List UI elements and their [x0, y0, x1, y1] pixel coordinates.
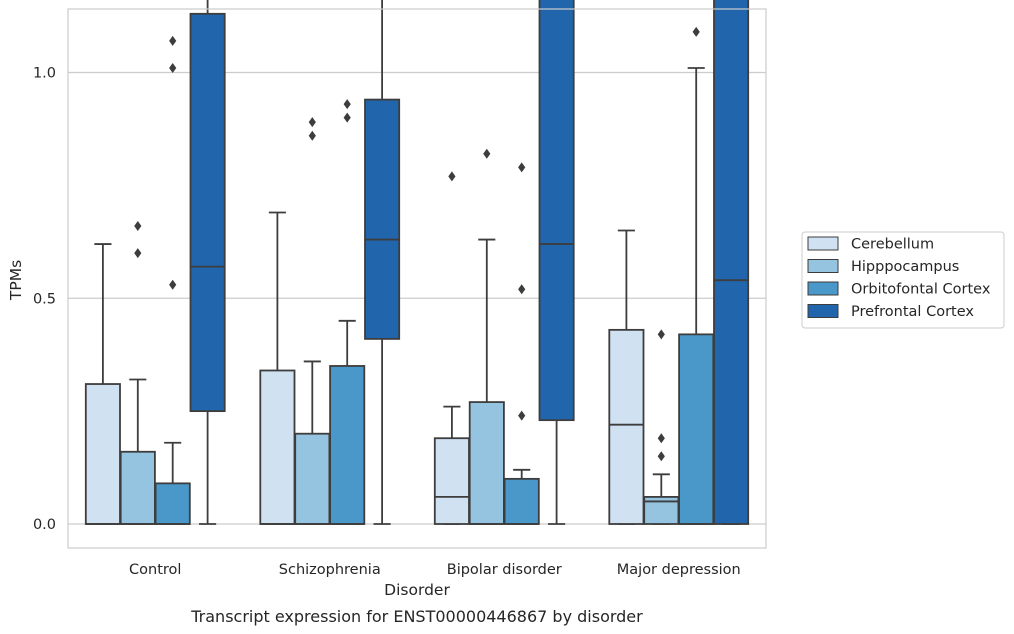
- box-control-cerebellum: [84, 243, 121, 525]
- x-tick-labels: Control Schizophrenia Bipolar disorder Majo…: [129, 562, 741, 578]
- box-control-orbitofontal-cortex: [154, 35, 191, 525]
- y-axis-label: TPMs: [7, 260, 25, 301]
- box-bipolar-disorder-orbitofontal-cortex: [503, 162, 540, 525]
- legend-label: Cerebellum: [851, 237, 934, 253]
- legend-swatch: [807, 236, 839, 251]
- outlier-point: [134, 221, 142, 232]
- x-tick-label: Bipolar disorder: [447, 562, 562, 578]
- box-major-depression-hipppocampus: [643, 329, 680, 525]
- legend-item-cerebellum: Cerebellum: [807, 236, 934, 253]
- outlier-point: [518, 162, 526, 173]
- outlier-point: [308, 117, 316, 128]
- box-schizophrenia-orbitofontal-cortex: [329, 99, 366, 525]
- outlier-point: [657, 433, 665, 444]
- chart-caption: Transcript expression for ENST0000044686…: [190, 607, 643, 626]
- box-schizophrenia-cerebellum: [259, 211, 296, 525]
- legend-frame: [801, 231, 1005, 329]
- x-axis-label: Disorder: [384, 581, 450, 599]
- box-control-hipppocampus: [119, 221, 156, 525]
- box-series: [84, 0, 750, 525]
- box-iqr: [154, 482, 191, 525]
- box-iqr: [119, 450, 156, 525]
- box-iqr: [329, 365, 366, 525]
- outlier-point: [657, 451, 665, 462]
- box-major-depression-cerebellum: [608, 229, 645, 525]
- outlier-point: [343, 99, 351, 110]
- box-iqr: [364, 98, 401, 340]
- plot-frame: [67, 8, 767, 549]
- outlier-point: [343, 112, 351, 123]
- box-iqr: [503, 477, 540, 525]
- box-iqr: [84, 383, 121, 525]
- outlier-point: [518, 410, 526, 421]
- legend-swatch: [807, 304, 839, 318]
- box-iqr: [468, 401, 505, 525]
- box-control-prefrontal-cortex: [189, 0, 226, 525]
- legend-item-orbitofontal-cortex: Orbitofontal Cortex: [807, 281, 991, 298]
- outlier-point: [657, 329, 665, 340]
- box-bipolar-disorder-cerebellum: [433, 171, 470, 525]
- box-schizophrenia-hipppocampus: [294, 117, 331, 525]
- x-tick-label: Major depression: [617, 562, 741, 578]
- legend-item-prefrontal-cortex: Prefrontal Cortex: [807, 304, 974, 320]
- box-iqr: [608, 328, 645, 525]
- box-iqr: [189, 12, 226, 413]
- box-iqr: [678, 333, 715, 525]
- box-schizophrenia-prefrontal-cortex: [364, 0, 401, 525]
- box-iqr: [294, 432, 331, 525]
- box-major-depression-orbitofontal-cortex: [678, 26, 715, 525]
- outlier-point: [308, 130, 316, 141]
- legend-label: Hipppocampus: [851, 259, 959, 275]
- box-iqr: [433, 437, 470, 525]
- y-tick-label: 0.0: [33, 517, 56, 533]
- outlier-point: [483, 148, 491, 159]
- x-tick-label: Schizophrenia: [279, 562, 381, 578]
- box-bipolar-disorder-prefrontal-cortex: [538, 0, 575, 525]
- outlier-point: [169, 35, 177, 46]
- legend-item-hipppocampus: Hipppocampus: [807, 259, 959, 275]
- legend-label: Prefrontal Cortex: [851, 304, 974, 320]
- y-tick-label: 1.0: [33, 66, 56, 82]
- legend-label: Orbitofontal Cortex: [851, 282, 991, 298]
- box-bipolar-disorder-hipppocampus: [468, 148, 505, 525]
- legend-swatch: [807, 259, 839, 273]
- x-tick-label: Control: [129, 562, 181, 578]
- legend: Cerebellum Hipppocampus Orbitofontal Corte…: [801, 231, 1005, 329]
- box-iqr: [259, 369, 296, 525]
- box-iqr: [713, 0, 750, 525]
- y-tick-labels: 0.00.51.01.52.0: [33, 66, 56, 534]
- outlier-point: [134, 248, 142, 259]
- outlier-point: [518, 284, 526, 295]
- box-iqr: [538, 0, 575, 422]
- outlier-point: [692, 26, 700, 37]
- y-tick-label: 0.5: [33, 291, 56, 307]
- outlier-point: [448, 171, 456, 182]
- outlier-point: [169, 62, 177, 73]
- outlier-point: [169, 279, 177, 290]
- legend-swatch: [807, 281, 839, 296]
- box-major-depression-prefrontal-cortex: [713, 0, 750, 525]
